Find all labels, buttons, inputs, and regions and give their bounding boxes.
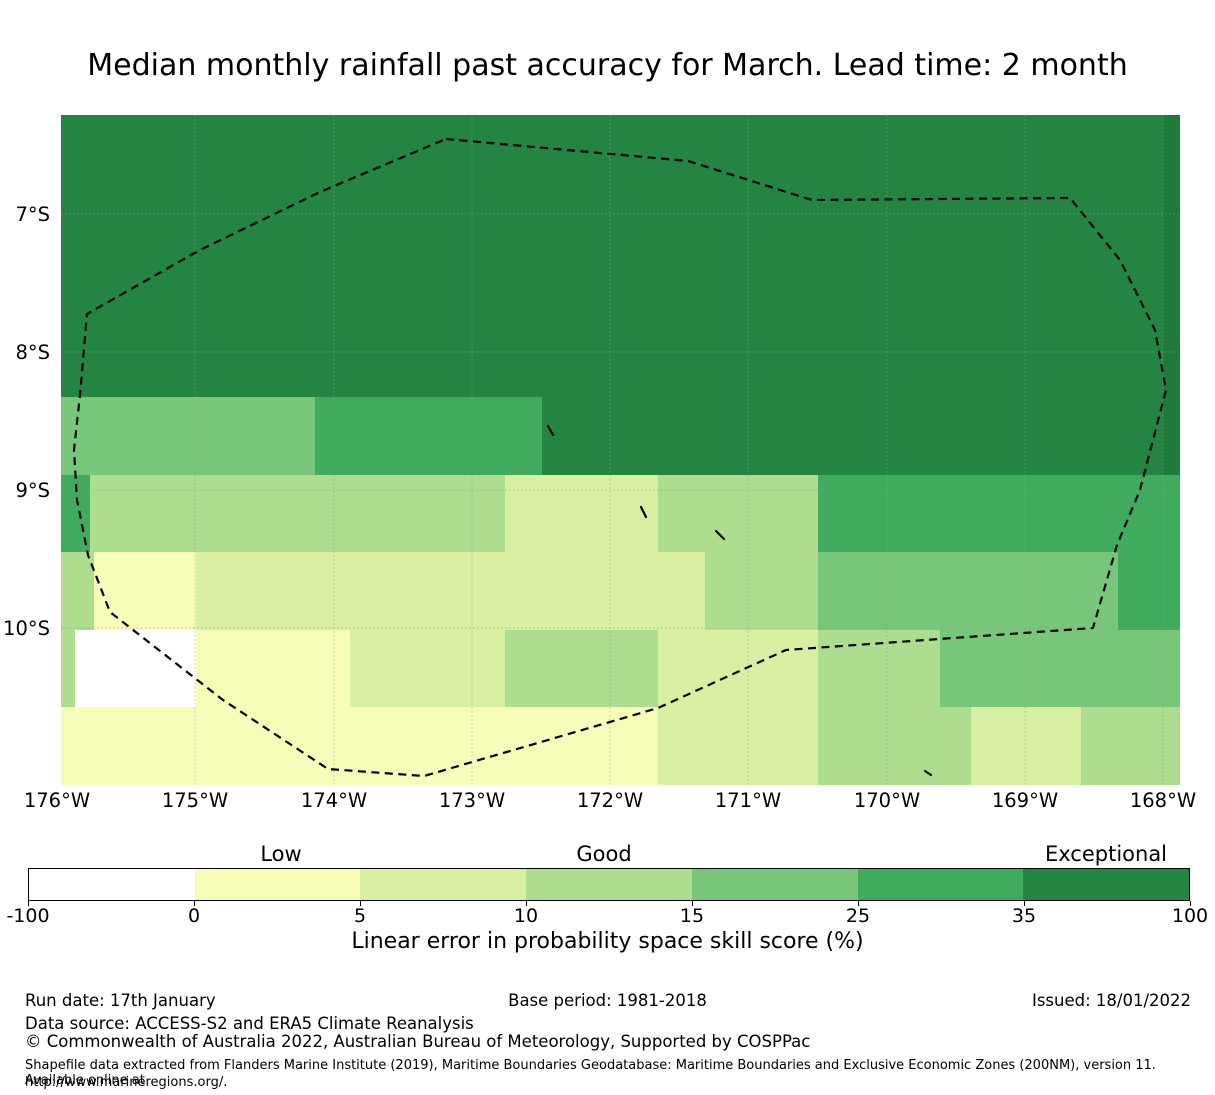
x-axis-tick-label: 174°W (301, 789, 367, 812)
map-cell (818, 475, 1180, 552)
map-cell (658, 475, 818, 552)
map-cell (658, 630, 818, 707)
map-cell (350, 630, 505, 707)
x-axis-tick-label: 168°W (1130, 789, 1196, 812)
run-date-text: Run date: 17th January (25, 991, 216, 1010)
map-cell (315, 397, 542, 475)
map-cell (61, 397, 315, 475)
base-period-text: Base period: 1981-2018 (508, 991, 707, 1010)
colorbar-tick-mark (526, 901, 528, 906)
colorbar-segment (526, 869, 692, 900)
map-cell (90, 475, 505, 552)
map-cell (61, 707, 658, 785)
x-axis-tick-label: 171°W (715, 789, 781, 812)
legend-category-label: Low (260, 842, 302, 866)
map-cell (542, 397, 1163, 475)
small-boundary-dash (639, 505, 648, 519)
colorbar-tick-mark (194, 901, 196, 906)
shapefile-note-line1: Shapefile data extracted from Flanders M… (25, 1058, 1156, 1088)
x-axis-tick-label: 170°W (854, 789, 920, 812)
map-cell (818, 552, 1118, 630)
map-cell (61, 630, 75, 707)
colorbar-tick-label: 35 (1011, 905, 1037, 927)
colorbar-tick-label: 25 (845, 905, 871, 927)
colorbar-segment (194, 869, 361, 900)
map-cell (61, 115, 1180, 397)
map-cell (940, 630, 1180, 707)
colorbar-tick-label: 0 (187, 905, 201, 927)
map-cell (818, 630, 940, 707)
map-cell (1081, 707, 1180, 785)
colorbar-segment (857, 869, 1024, 900)
colorbar-tick-mark (692, 901, 694, 906)
colorbar-tick-mark (1024, 901, 1026, 906)
map-cell (61, 552, 94, 630)
map-cell (1118, 552, 1180, 630)
y-axis-tick-label: 9°S (15, 479, 50, 502)
colorbar-tick-label: 5 (353, 905, 367, 927)
y-axis-tick-label: 7°S (15, 203, 50, 226)
x-axis-tick-label: 172°W (577, 789, 643, 812)
small-boundary-dash (714, 529, 726, 541)
map-cell (94, 552, 196, 630)
map-cell (196, 630, 350, 707)
skill-score-map: 176°W 175°W 174°W 173°W 172°W 171°W 170°W 169°W… (3, 115, 1196, 812)
colorbar-tick-mark (360, 901, 362, 906)
map-cell (505, 475, 658, 552)
colorbar-segment (1023, 869, 1190, 900)
figure-title: Median monthly rainfall past accuracy fo… (87, 48, 1128, 83)
small-boundary-dash (923, 769, 933, 777)
colorbar-tick-label: -100 (6, 905, 50, 927)
eez-boundary-dashed-line (72, 137, 1168, 778)
shapefile-note-line2: http://www.marineregions.org/. (25, 1075, 228, 1090)
colorbar-segment (29, 869, 195, 900)
data-source-text: Data source: ACCESS-S2 and ERA5 Climate … (25, 1014, 474, 1033)
small-boundary-dash (546, 424, 555, 437)
colorbar-tick-mark (28, 901, 30, 906)
colorbar-tick-label: 100 (1171, 905, 1209, 927)
colorbar-tick-mark (858, 901, 860, 906)
map-cell (971, 707, 1081, 785)
colorbar (28, 868, 1190, 901)
colorbar-tick-label: 15 (679, 905, 705, 927)
colorbar-segment (691, 869, 858, 900)
x-axis-tick-label: 173°W (439, 789, 505, 812)
x-axis-tick-label: 176°W (24, 789, 90, 812)
colorbar-tick-label: 10 (513, 905, 539, 927)
x-axis-tick-label: 169°W (992, 789, 1058, 812)
map-cell (196, 552, 705, 630)
y-axis-tick-label: 8°S (15, 341, 50, 364)
map-cell (75, 630, 196, 707)
y-axis-tick-label: 10°S (3, 617, 50, 640)
colorbar-segment (360, 869, 527, 900)
map-cell (505, 630, 658, 707)
map-cell (1163, 115, 1180, 475)
map-cell (705, 552, 818, 630)
map-cell (818, 707, 971, 785)
colorbar-tick-mark (1190, 901, 1192, 906)
legend-category-label: Good (576, 842, 632, 866)
x-axis-tick-label: 175°W (162, 789, 228, 812)
copyright-text: © Commonwealth of Australia 2022, Austra… (25, 1032, 811, 1051)
issued-date-text: Issued: 18/01/2022 (1031, 991, 1191, 1010)
legend-category-label: Exceptional (1044, 842, 1168, 866)
map-cell (658, 707, 818, 785)
colorbar-caption: Linear error in probability space skill … (351, 929, 864, 954)
